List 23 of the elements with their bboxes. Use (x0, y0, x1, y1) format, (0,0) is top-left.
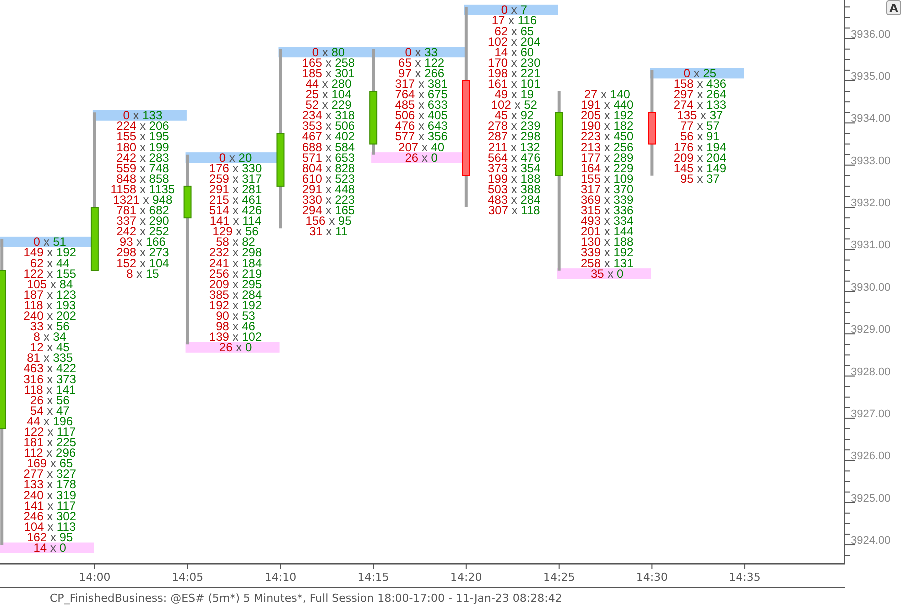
y-tick-label: 3928.00 (851, 366, 891, 378)
y-tick-label: 3925.00 (851, 492, 891, 505)
y-tick-label: 3927.00 (851, 408, 891, 420)
y-tick-label: 3933.00 (851, 155, 891, 168)
y-tick-label: 3924.00 (851, 535, 891, 548)
y-tick-label: 3929.00 (851, 324, 891, 336)
y-tick-label: 3926.00 (851, 450, 891, 463)
y-tick-label: 3932.00 (851, 198, 891, 210)
y-tick-label: 3936.00 (851, 28, 891, 41)
text: CP_FinishedBusiness: @ES# (5m*) 5 Minutes*, Full Session 18:00-17:00 - 11-Jan-23 08:28:42 (50, 592, 562, 605)
y-tick-label: 3930.00 (851, 282, 891, 294)
y-tick-label: 3931.00 (851, 240, 891, 252)
x-tick-label: 14:15 (358, 571, 390, 584)
x-tick-label: 14:30 (636, 571, 668, 584)
x-tick-label: 14:05 (172, 571, 204, 584)
x-tick-label: 14:10 (264, 571, 297, 584)
y-tick-label: 3935.00 (851, 70, 891, 83)
x-tick-label: 14:25 (544, 571, 576, 584)
x-tick-label: 14:00 (79, 571, 111, 584)
autoscale-button: A (886, 0, 902, 16)
x-tick-label: 14:35 (729, 571, 761, 584)
x-tick-label: 14:20 (450, 571, 482, 584)
y-tick-label: 3934.00 (851, 113, 891, 126)
